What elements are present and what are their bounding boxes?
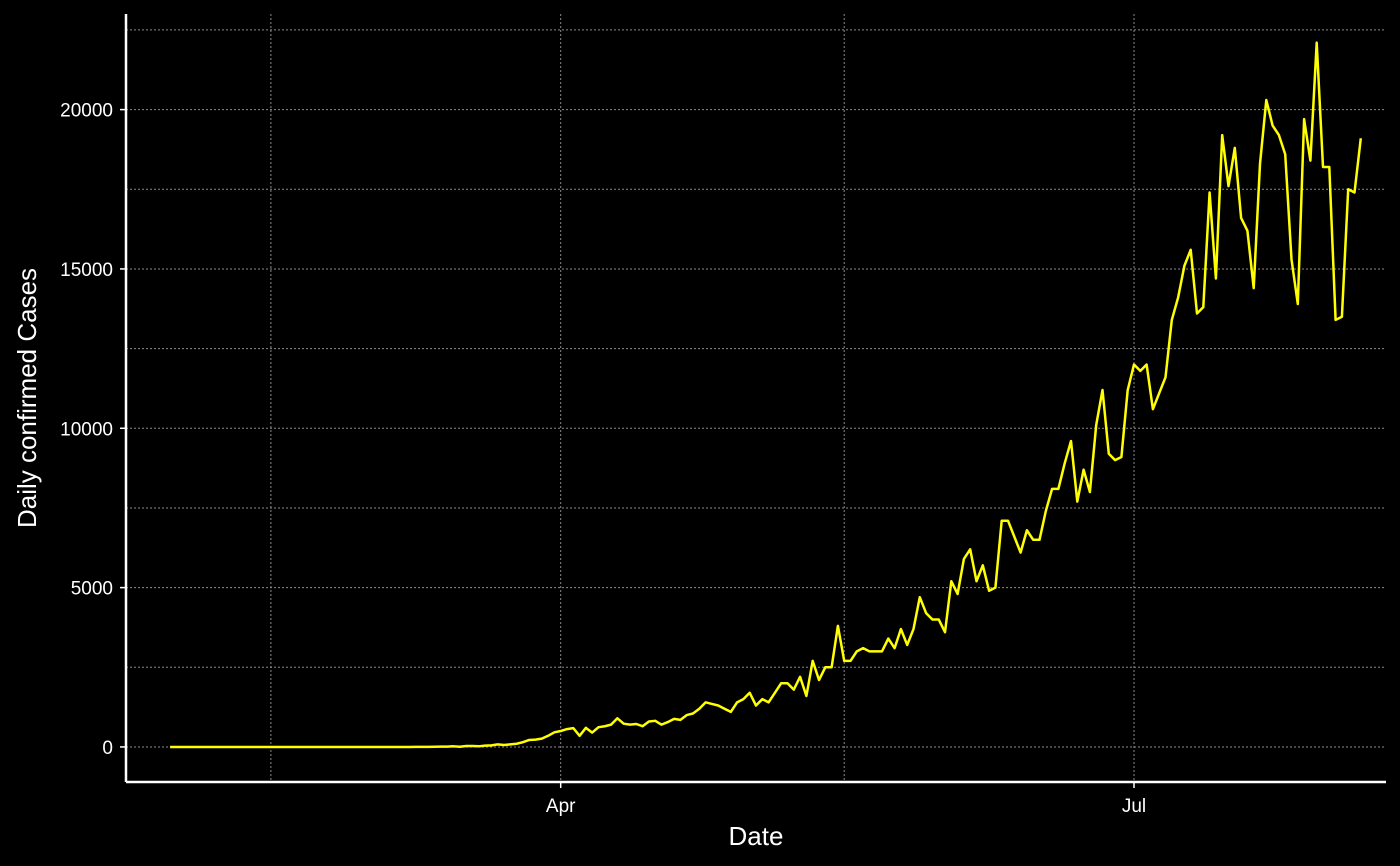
y-tick-label: 0 (102, 738, 113, 759)
x-tick-label: Jul (1122, 796, 1146, 817)
y-tick-label: 5000 (71, 579, 113, 600)
y-tick-label: 20000 (60, 101, 113, 122)
y-tick-label: 10000 (60, 419, 113, 440)
x-axis-title: Date (729, 821, 784, 851)
y-axis-title: Daily confirmed Cases (12, 268, 42, 528)
series-line (170, 41, 1363, 749)
y-axis-ticks: 0 5000 10000 15000 20000 (60, 101, 126, 759)
x-tick-label: Apr (546, 796, 576, 817)
y-tick-label: 15000 (60, 260, 113, 281)
x-axis-ticks: Apr Jul (546, 782, 1146, 817)
